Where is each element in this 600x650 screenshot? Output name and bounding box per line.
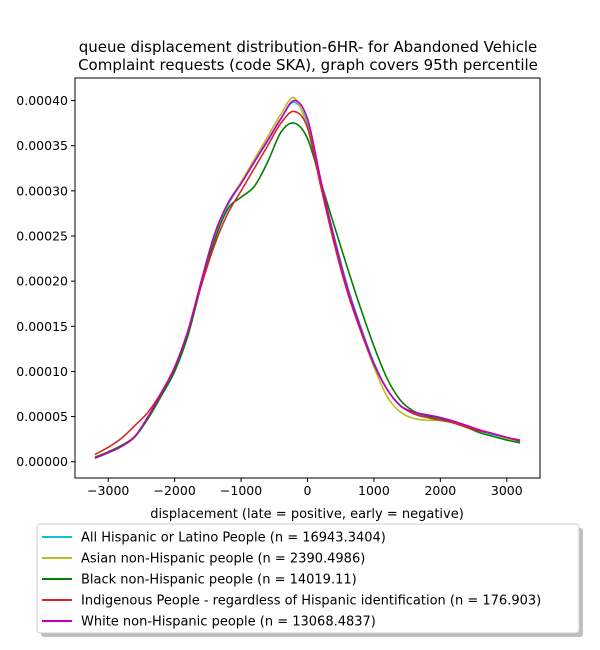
series-line-3	[94, 122, 521, 458]
series-line-1	[94, 101, 521, 459]
y-tick-label: 0.00010	[16, 364, 68, 379]
legend-label: White non-Hispanic people (n = 13068.483…	[81, 615, 376, 630]
y-tick-label: 0.00020	[16, 274, 68, 289]
y-tick-label: 0.00030	[16, 183, 68, 198]
x-tick-label: 0	[304, 483, 312, 498]
x-tick-label: 2000	[424, 483, 456, 498]
x-axis: −3000 −2000 −1000 0 1000 2000 3000	[87, 478, 523, 498]
series-line-2	[94, 96, 521, 459]
x-tick-label: −2000	[153, 483, 195, 498]
x-tick-label: 1000	[358, 483, 390, 498]
y-tick-label: 0.00040	[16, 93, 68, 108]
y-axis: 0.00000 0.00005 0.00010 0.00015 0.00020 0.000…	[16, 93, 75, 469]
y-tick-label: 0.00005	[16, 409, 68, 424]
y-tick-label: 0.00015	[16, 319, 68, 334]
x-tick-label: −1000	[220, 483, 262, 498]
legend-box	[36, 523, 580, 634]
series-layer	[94, 96, 521, 459]
series-line-4	[94, 110, 521, 456]
y-tick-label: 0.00035	[16, 138, 68, 153]
chart-title-line-2: Complaint requests (code SKA), graph cov…	[78, 56, 538, 74]
y-tick-label: 0.00025	[16, 229, 68, 244]
x-tick-label: 3000	[491, 483, 523, 498]
x-axis-label: displacement (late = positive, early = n…	[150, 507, 464, 522]
x-tick-label: −3000	[87, 483, 129, 498]
series-line-5	[94, 99, 521, 459]
legend-label: All Hispanic or Latino People (n = 16943…	[81, 531, 386, 546]
y-tick-label: 0.00000	[16, 454, 68, 469]
legend-label: Asian non-Hispanic people (n = 2390.4986…	[81, 552, 365, 567]
legend-items: All Hispanic or Latino People (n = 16943…	[42, 531, 541, 630]
legend-label: Black non-Hispanic people (n = 14019.11)	[81, 573, 357, 588]
legend: All Hispanic or Latino People (n = 16943…	[36, 523, 583, 637]
chart-title-line-1: queue displacement distribution-6HR- for…	[79, 38, 538, 56]
legend-label: Indigenous People - regardless of Hispan…	[81, 594, 541, 609]
